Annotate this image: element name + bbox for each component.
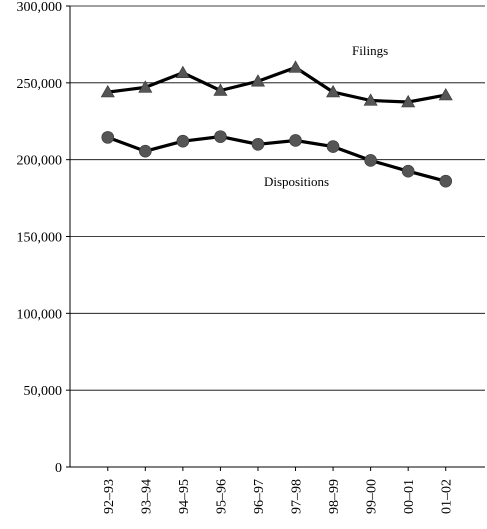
x-tick-label: 94–95	[177, 479, 192, 514]
point-dispositions	[251, 138, 265, 151]
point-filings	[138, 80, 153, 93]
point-dispositions	[101, 131, 115, 144]
y-tick-label: 150,000	[17, 231, 63, 246]
grid-lines	[70, 5, 485, 391]
point-filings	[250, 74, 265, 87]
y-tick-label: 50,000	[24, 384, 63, 399]
y-tick-label: 250,000	[17, 77, 63, 92]
series-line-filings	[107, 65, 446, 104]
x-tick-label: 97–98	[290, 479, 305, 514]
x-tick-label: 95–96	[214, 479, 229, 514]
x-tick-label: 96–97	[252, 479, 267, 514]
series-group	[100, 60, 453, 188]
x-tick-label: 00–01	[402, 479, 417, 514]
point-dispositions	[139, 144, 152, 158]
y-tick-label: 300,000	[17, 0, 63, 15]
point-dispositions	[364, 154, 377, 167]
x-axis-ticks: 92–93 93–94 94–95 95–96 96–97 97–98 98–99 99–00…	[102, 467, 455, 514]
series-label-filings: Filings	[352, 43, 388, 58]
x-tick-label: 92–93	[102, 479, 117, 514]
point-filings	[288, 60, 303, 73]
point-dispositions	[439, 174, 453, 188]
point-filings	[401, 94, 416, 108]
point-dispositions	[289, 134, 302, 147]
y-tick-label: 100,000	[17, 307, 63, 322]
point-filings	[326, 84, 341, 98]
x-tick-label: 98–99	[327, 479, 342, 514]
point-filings	[438, 88, 453, 101]
point-dispositions	[326, 140, 340, 153]
point-filings	[363, 93, 378, 106]
point-filings	[175, 65, 190, 79]
x-tick-label: 01–02	[440, 479, 455, 514]
x-tick-label: 99–00	[365, 479, 380, 514]
y-tick-label: 0	[55, 461, 62, 476]
y-axis-ticks: 0 50,000 100,000 150,000 200,000 250,000 300,0…	[17, 0, 70, 476]
point-filings	[100, 84, 115, 98]
series-line-dispositions	[107, 135, 447, 183]
series-label-dispositions: Dispositions	[264, 174, 329, 189]
point-dispositions	[401, 164, 415, 178]
point-dispositions	[214, 130, 227, 143]
x-tick-label: 93–94	[139, 479, 154, 514]
point-dispositions	[176, 134, 190, 148]
y-tick-label: 200,000	[17, 154, 63, 169]
point-filings	[213, 83, 228, 96]
